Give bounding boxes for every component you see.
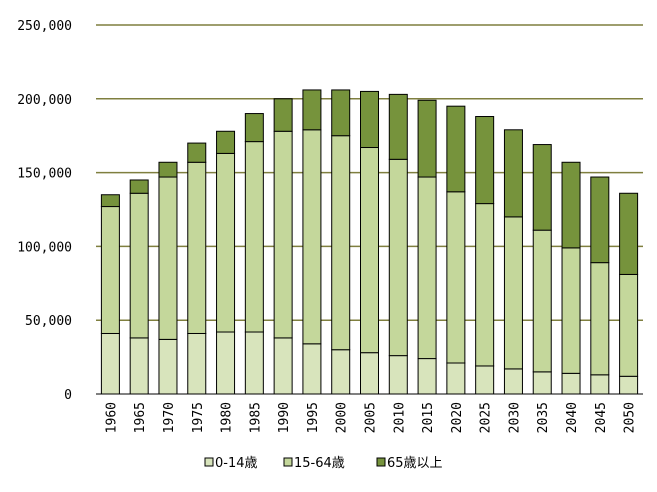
x-tick-label: 2040	[565, 402, 580, 433]
y-axis: 0 50,000 100,000 150,000 200,000 250,000	[17, 19, 72, 403]
legend-label: 15-64歳	[294, 456, 345, 471]
bar-segment	[331, 349, 351, 395]
bar-segment	[129, 179, 149, 194]
bar-segment	[244, 113, 264, 143]
bar-segment	[360, 352, 379, 395]
bar-segment	[273, 98, 293, 132]
bar-segment	[417, 358, 437, 395]
bar-segment	[561, 247, 581, 374]
x-tick-label: 1975	[191, 402, 206, 433]
bar-segment	[446, 362, 466, 395]
bar-segment	[532, 371, 552, 395]
y-tick-label: 150,000	[17, 167, 72, 182]
legend-swatch	[204, 457, 214, 467]
bar-segment	[561, 161, 581, 249]
bar-segment	[302, 89, 322, 131]
bar-segment	[475, 203, 495, 367]
x-tick-label: 2030	[507, 402, 522, 433]
bar-segment	[273, 337, 293, 395]
legend-label: 0-14歳	[215, 456, 258, 471]
bar-segment	[388, 158, 408, 357]
bar-segment	[503, 368, 523, 395]
x-axis: 1960 1965 1970 1975 1980 1985 1990 1995 2000 2005…	[96, 393, 643, 433]
x-tick-label: 2015	[421, 402, 436, 433]
bar-segment	[417, 176, 437, 360]
bar-segment	[216, 152, 236, 333]
bar-segment	[619, 273, 639, 377]
bar-segment	[619, 192, 639, 275]
bar-segment	[503, 129, 523, 218]
x-tick-label: 2010	[392, 402, 407, 433]
bar-segment	[216, 130, 236, 154]
x-tick-label: 1960	[104, 402, 119, 433]
x-tick-label: 1980	[220, 402, 235, 433]
bar-segment	[158, 161, 178, 178]
bar-segment	[532, 144, 552, 231]
bar-segment	[302, 129, 322, 345]
bar-segment	[158, 176, 178, 340]
x-tick-label: 1985	[248, 402, 263, 433]
legend-swatch	[376, 457, 386, 467]
bar-segment	[532, 229, 552, 373]
bar-segment	[216, 331, 236, 395]
legend-swatch	[283, 457, 293, 467]
x-tick-label: 2025	[479, 402, 494, 433]
bar-segment	[360, 90, 379, 149]
bar-segment	[388, 355, 408, 395]
x-tick-label: 2005	[364, 402, 379, 433]
x-tick-label: 2020	[450, 402, 465, 433]
bar-segment	[187, 142, 207, 163]
bar-segment	[417, 99, 437, 178]
bar-segment	[273, 130, 293, 339]
bar-segment	[590, 176, 610, 264]
bar-segment	[331, 89, 351, 137]
bar-segment	[590, 374, 610, 395]
bar-segment	[561, 372, 581, 395]
bars	[100, 89, 639, 395]
bar-segment	[475, 365, 495, 395]
x-tick-label: 2035	[536, 402, 551, 433]
legend: 0-14歳 15-64歳 65歳以上	[204, 456, 443, 471]
bar-segment	[619, 375, 639, 395]
bar-segment	[100, 194, 120, 208]
bar-segment	[100, 332, 120, 395]
bar-segment	[331, 135, 351, 351]
legend-label: 65歳以上	[387, 456, 443, 471]
bar-segment	[446, 105, 466, 193]
bar-segment	[129, 192, 149, 339]
bar-segment	[187, 161, 207, 334]
x-tick-label: 2000	[335, 402, 350, 433]
y-tick-label: 250,000	[17, 19, 72, 34]
y-tick-label: 0	[64, 388, 72, 403]
bar-segment	[302, 343, 322, 395]
x-tick-label: 1965	[133, 402, 148, 433]
x-tick-label: 1995	[306, 402, 321, 433]
bar-segment	[446, 191, 466, 364]
x-tick-label: 1990	[277, 402, 292, 433]
bar-segment	[100, 206, 120, 334]
y-tick-label: 200,000	[17, 93, 72, 108]
bar-segment	[503, 216, 523, 370]
y-tick-label: 50,000	[25, 314, 72, 329]
bar-segment	[475, 116, 495, 205]
x-tick-label: 1970	[162, 402, 177, 433]
y-tick-label: 100,000	[17, 240, 72, 255]
bar-segment	[244, 141, 264, 333]
bar-segment	[360, 147, 379, 354]
bar-segment	[388, 93, 408, 160]
x-tick-label: 2045	[594, 402, 609, 433]
bar-segment	[158, 338, 178, 395]
bar-segment	[590, 262, 610, 376]
bar-segment	[187, 332, 207, 395]
bar-segment	[129, 337, 149, 395]
x-tick-label: 2050	[623, 402, 638, 433]
bar-segment	[244, 331, 264, 395]
